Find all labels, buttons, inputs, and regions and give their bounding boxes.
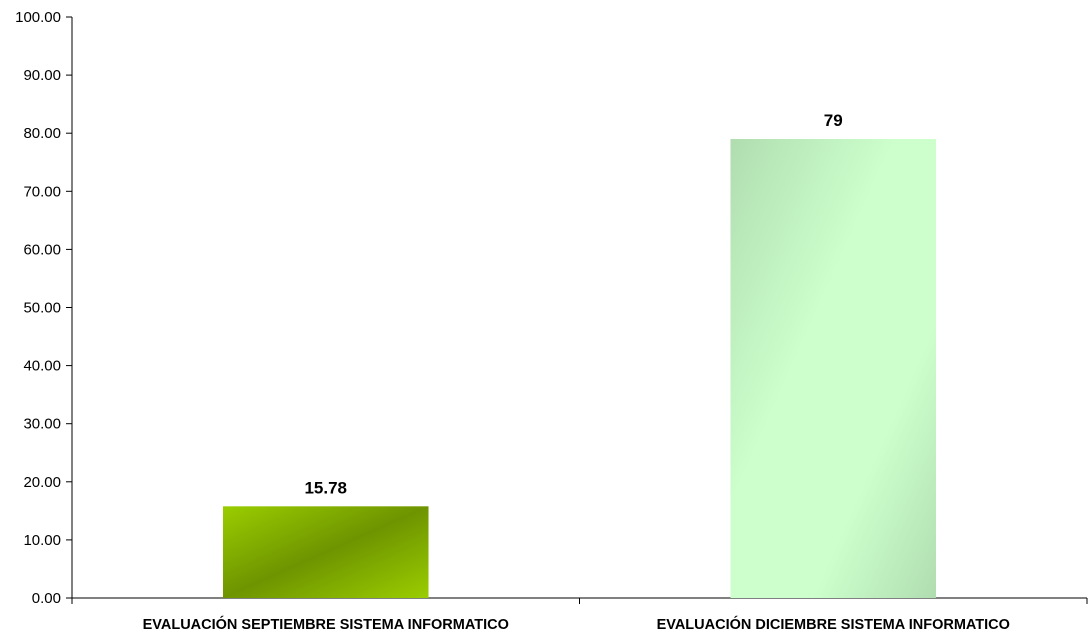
y-tick-label: 50.00: [23, 300, 61, 317]
y-tick-label: 60.00: [23, 241, 61, 258]
y-tick-label: 100.00: [15, 9, 61, 26]
y-tick-label: 20.00: [23, 474, 61, 491]
x-category-label-1: EVALUACIÓN SEPTIEMBRE SISTEMA INFORMATIC…: [143, 615, 509, 632]
y-tick-label: 80.00: [23, 125, 61, 142]
y-tick-label: 70.00: [23, 183, 61, 200]
y-tick-label: 90.00: [23, 67, 61, 84]
y-tick-label: 30.00: [23, 416, 61, 433]
bar-2: [730, 139, 937, 598]
x-axis: EVALUACIÓN SEPTIEMBRE SISTEMA INFORMATIC…: [71, 597, 1088, 633]
bar-1: [222, 506, 429, 598]
y-tick-label: 0.00: [32, 590, 61, 607]
bars: [222, 139, 937, 598]
data-label-1: 15.78: [304, 478, 347, 497]
data-label-2: 79: [824, 111, 843, 130]
y-tick-label: 40.00: [23, 358, 61, 375]
data-labels: 15.78 79: [304, 111, 842, 497]
y-tick-label: 10.00: [23, 532, 61, 549]
y-axis: 0.00 10.00 20.00 30.00 40.00 50.00 60.00 70.00 8…: [15, 9, 73, 607]
x-category-label-2: EVALUACIÓN DICIEMBRE SISTEMA INFORMATICO: [657, 615, 1010, 632]
